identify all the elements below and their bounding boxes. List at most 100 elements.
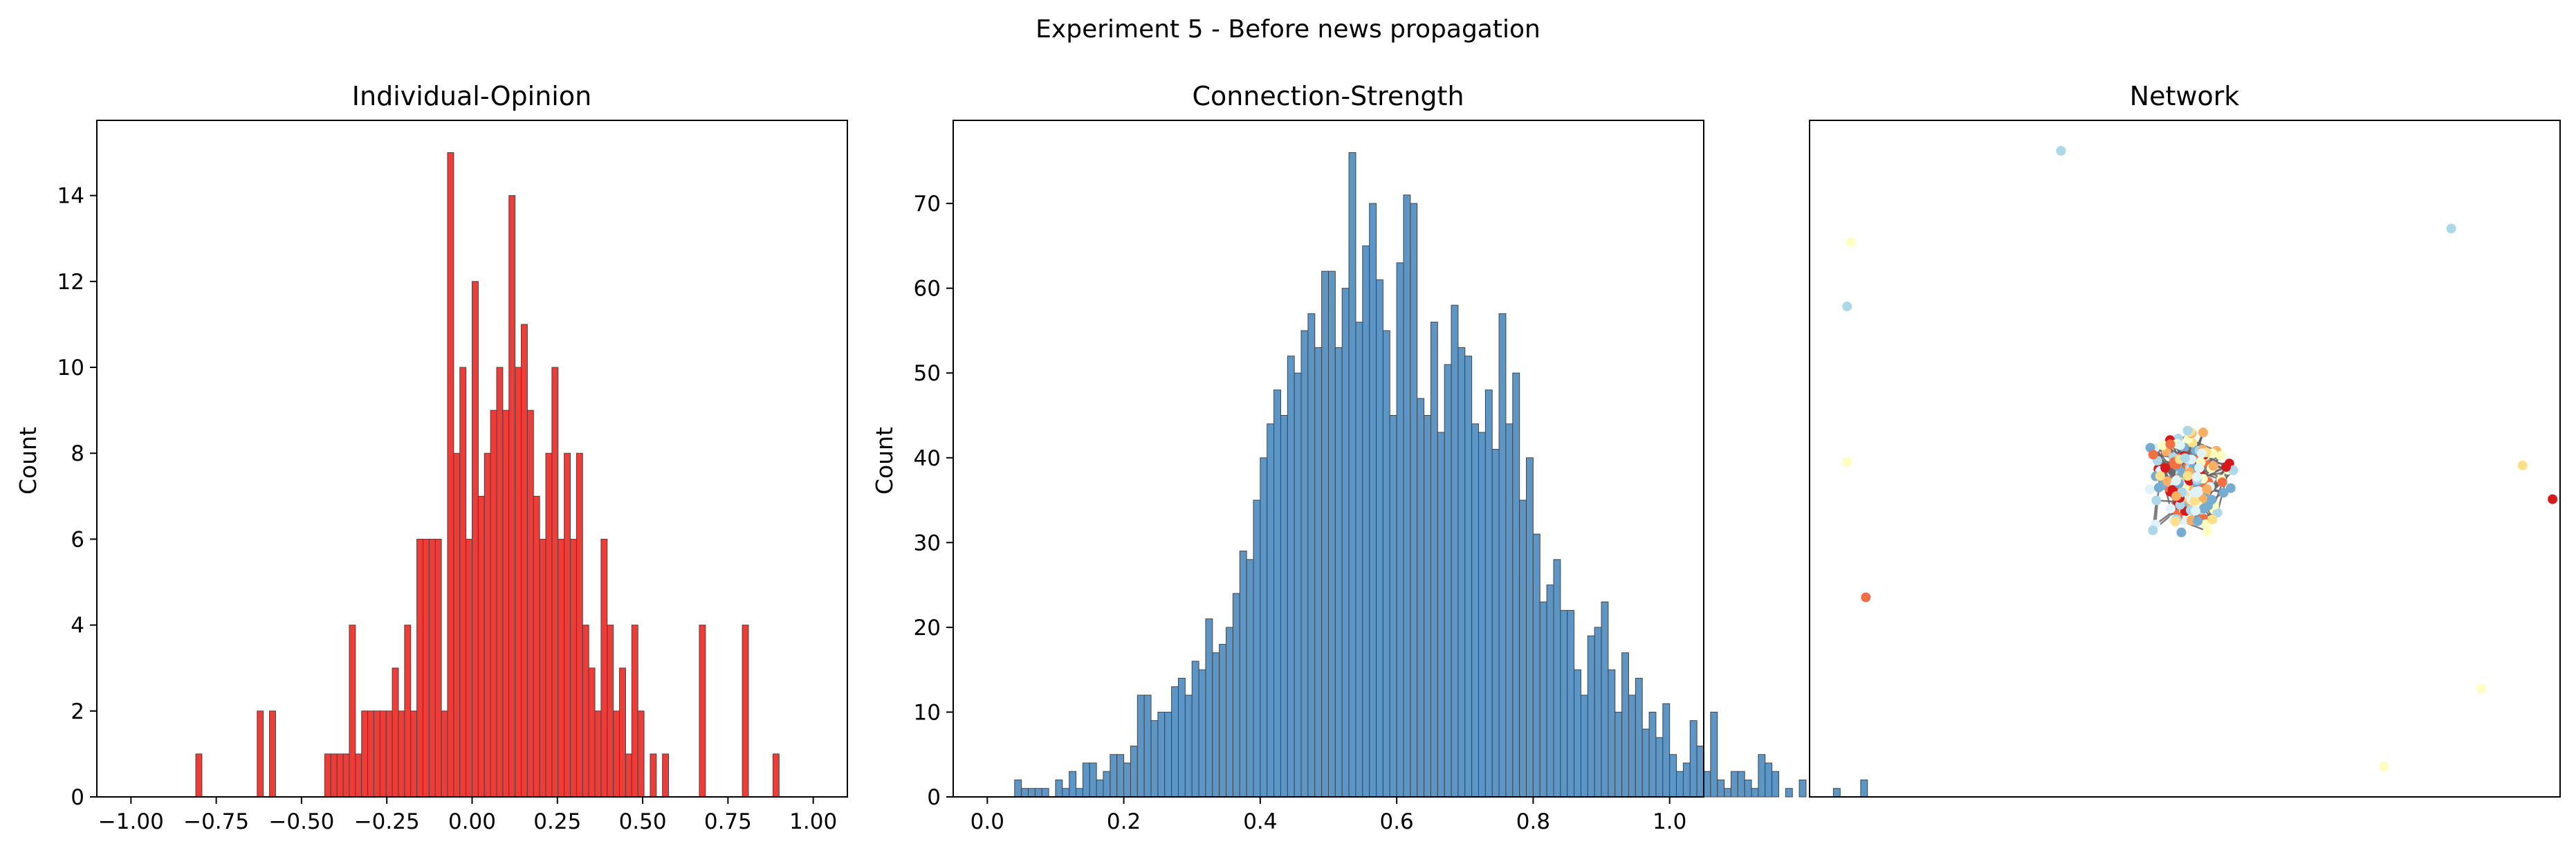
histogram-bar	[1669, 754, 1677, 798]
network-node	[2170, 516, 2180, 526]
histogram-bar	[195, 753, 203, 798]
histogram-bar	[1246, 559, 1254, 798]
x-tick-label: 0.6	[1379, 809, 1413, 834]
histogram-bar	[410, 710, 418, 798]
histogram-bar	[1737, 771, 1745, 798]
histogram-bar	[1478, 432, 1486, 798]
histogram-bar	[551, 367, 559, 798]
histogram-bar	[1348, 152, 1356, 798]
network-node	[2165, 504, 2175, 514]
x-tick-label: −0.75	[183, 809, 249, 834]
histogram-bar	[1253, 499, 1261, 798]
y-tick-label: 8	[71, 441, 84, 466]
histogram-bar	[1451, 304, 1459, 798]
histogram-bar	[330, 753, 338, 798]
histogram-bar	[1137, 695, 1145, 798]
histogram-bar	[521, 324, 528, 798]
network-node	[2218, 488, 2229, 498]
histogram-bar	[1376, 279, 1383, 798]
histogram-bar	[613, 710, 620, 798]
network-node	[2176, 527, 2187, 537]
histogram-bar	[1676, 771, 1684, 798]
histogram-bar	[1021, 788, 1029, 798]
histogram-bar	[1601, 601, 1609, 798]
network-node	[2212, 508, 2223, 518]
histogram-bar	[472, 281, 479, 798]
histogram-bar	[349, 625, 356, 798]
network-node	[2151, 495, 2162, 506]
histogram-bar	[1280, 414, 1288, 798]
network-node	[2228, 465, 2238, 475]
histogram-bar	[1110, 754, 1118, 798]
histogram-bar	[324, 753, 331, 798]
histogram-bar	[1041, 788, 1049, 798]
histogram-bar	[392, 668, 399, 798]
network-node	[2158, 440, 2168, 450]
histogram-bar	[1464, 356, 1473, 798]
network-node	[2148, 525, 2158, 535]
network-node	[2182, 425, 2193, 436]
histogram-bar	[269, 710, 276, 798]
histogram-bar	[1184, 695, 1193, 798]
network-node	[2144, 484, 2155, 495]
network-node	[2208, 461, 2218, 471]
x-tick-label: 0.00	[448, 809, 496, 834]
histogram-bar	[1157, 711, 1166, 798]
y-axis-label: Count	[871, 427, 898, 495]
histogram-bar	[1396, 262, 1404, 798]
histogram-bar	[1341, 288, 1350, 798]
y-tick-label: 60	[914, 277, 941, 302]
histogram-bar	[416, 538, 423, 798]
histogram-bar	[496, 367, 504, 798]
histogram-bar	[699, 625, 706, 798]
histogram-bar	[1635, 677, 1643, 798]
histogram-bar	[515, 367, 522, 798]
bars	[195, 152, 780, 798]
y-axis-label: Count	[15, 427, 42, 495]
network-node	[2193, 516, 2203, 526]
histogram-bar	[1648, 711, 1657, 798]
histogram-bar	[545, 452, 553, 798]
histogram-bar	[1226, 627, 1233, 798]
histogram-bar	[398, 710, 405, 798]
y-tick-label: 0	[927, 785, 941, 810]
histogram-bar	[1491, 449, 1500, 798]
histogram-bar	[1096, 779, 1104, 798]
histogram-bar	[1287, 356, 1295, 798]
histogram-bar	[1641, 728, 1650, 798]
network-node	[2155, 471, 2165, 481]
y-tick-label: 4	[71, 614, 84, 638]
histogram-bar	[1567, 609, 1575, 798]
x-tick-label: 0.25	[533, 809, 581, 834]
histogram-bar	[355, 753, 362, 798]
y-tick-label: 2	[71, 699, 84, 724]
histogram-bar	[508, 195, 516, 798]
histogram-bar	[1772, 771, 1780, 798]
histogram-bar	[1532, 533, 1540, 798]
histogram-bar	[1334, 347, 1343, 798]
network-node	[2148, 450, 2158, 460]
network-node	[2194, 463, 2205, 473]
histogram-bar	[1321, 270, 1329, 798]
histogram-bar	[1437, 432, 1445, 798]
histogram-bar	[1034, 788, 1042, 798]
x-tick-label: −0.25	[354, 809, 420, 834]
y-tick-label: 0	[71, 785, 84, 810]
histogram-bar	[1076, 788, 1083, 798]
network-node	[1846, 237, 1856, 248]
panel-network: Network	[1809, 81, 2561, 798]
histogram-bar	[607, 625, 614, 798]
network-node	[2446, 223, 2456, 234]
network-node	[2198, 504, 2209, 514]
x-tick-label: 1.0	[1653, 809, 1686, 834]
network-node	[2196, 448, 2207, 459]
histogram-bar	[1014, 779, 1022, 798]
x-tick-label: 0.4	[1243, 809, 1277, 834]
network-node	[2171, 491, 2182, 502]
histogram-bar	[1765, 762, 1773, 798]
histogram-bar	[1307, 313, 1316, 798]
x-tick-label: 0.75	[704, 809, 752, 834]
histogram-bar	[361, 710, 369, 798]
histogram-bar	[1150, 720, 1159, 798]
